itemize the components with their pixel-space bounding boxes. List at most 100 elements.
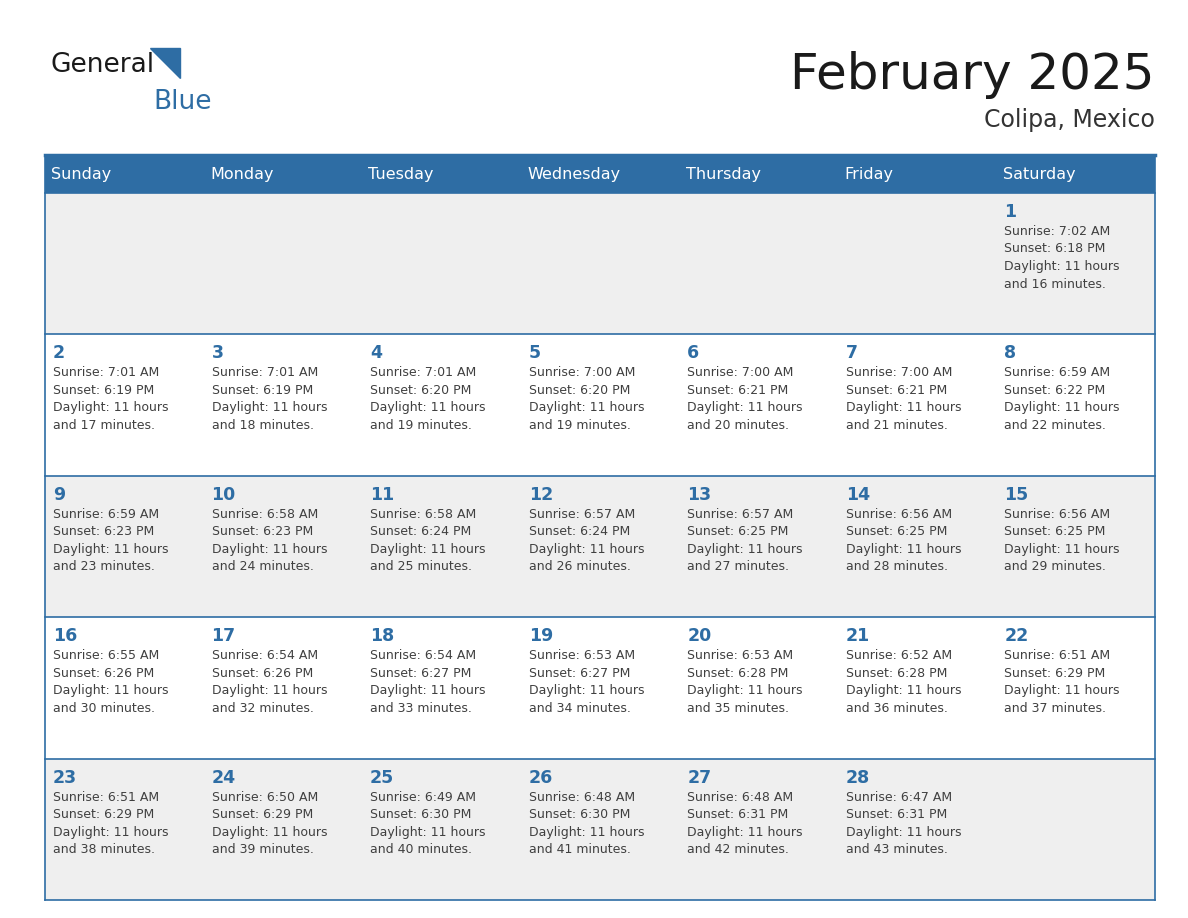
Bar xyxy=(45,617,1155,758)
Text: and 40 minutes.: and 40 minutes. xyxy=(371,843,472,856)
Text: Sunrise: 6:48 AM: Sunrise: 6:48 AM xyxy=(529,790,634,803)
Text: Daylight: 11 hours: Daylight: 11 hours xyxy=(211,543,327,555)
Text: Sunrise: 6:54 AM: Sunrise: 6:54 AM xyxy=(371,649,476,662)
Text: 17: 17 xyxy=(211,627,235,645)
Text: 18: 18 xyxy=(371,627,394,645)
Text: 5: 5 xyxy=(529,344,541,363)
Text: Sunrise: 6:56 AM: Sunrise: 6:56 AM xyxy=(846,508,952,521)
Text: and 17 minutes.: and 17 minutes. xyxy=(53,419,154,431)
Text: Sunset: 6:20 PM: Sunset: 6:20 PM xyxy=(371,384,472,397)
Text: Sunset: 6:21 PM: Sunset: 6:21 PM xyxy=(687,384,789,397)
Text: and 33 minutes.: and 33 minutes. xyxy=(371,701,472,715)
Text: Sunrise: 7:02 AM: Sunrise: 7:02 AM xyxy=(1004,225,1111,238)
Text: 2: 2 xyxy=(53,344,65,363)
Text: 15: 15 xyxy=(1004,486,1029,504)
Text: Daylight: 11 hours: Daylight: 11 hours xyxy=(371,825,486,839)
Text: February 2025: February 2025 xyxy=(790,51,1155,99)
Bar xyxy=(45,476,1155,617)
Text: and 28 minutes.: and 28 minutes. xyxy=(846,560,948,574)
Bar xyxy=(45,334,1155,476)
Text: Sunset: 6:22 PM: Sunset: 6:22 PM xyxy=(1004,384,1106,397)
Text: Daylight: 11 hours: Daylight: 11 hours xyxy=(529,684,644,697)
Text: and 24 minutes.: and 24 minutes. xyxy=(211,560,314,574)
Text: and 26 minutes.: and 26 minutes. xyxy=(529,560,631,574)
Text: 7: 7 xyxy=(846,344,858,363)
Text: Sunset: 6:18 PM: Sunset: 6:18 PM xyxy=(1004,242,1106,255)
Text: Sunset: 6:24 PM: Sunset: 6:24 PM xyxy=(529,525,630,538)
Text: Daylight: 11 hours: Daylight: 11 hours xyxy=(211,684,327,697)
Text: and 23 minutes.: and 23 minutes. xyxy=(53,560,154,574)
Text: Daylight: 11 hours: Daylight: 11 hours xyxy=(846,401,961,414)
Text: Daylight: 11 hours: Daylight: 11 hours xyxy=(371,543,486,555)
Text: 8: 8 xyxy=(1004,344,1017,363)
Text: and 25 minutes.: and 25 minutes. xyxy=(371,560,472,574)
Text: Sunset: 6:19 PM: Sunset: 6:19 PM xyxy=(211,384,312,397)
Text: Sunrise: 6:53 AM: Sunrise: 6:53 AM xyxy=(529,649,634,662)
Text: and 42 minutes.: and 42 minutes. xyxy=(687,843,789,856)
Text: Sunrise: 6:56 AM: Sunrise: 6:56 AM xyxy=(1004,508,1111,521)
Text: and 39 minutes.: and 39 minutes. xyxy=(211,843,314,856)
Text: and 38 minutes.: and 38 minutes. xyxy=(53,843,154,856)
Text: 4: 4 xyxy=(371,344,383,363)
Text: Daylight: 11 hours: Daylight: 11 hours xyxy=(1004,543,1120,555)
Text: 13: 13 xyxy=(687,486,712,504)
Text: and 21 minutes.: and 21 minutes. xyxy=(846,419,948,431)
Text: Sunset: 6:26 PM: Sunset: 6:26 PM xyxy=(53,666,154,679)
Text: Sunrise: 6:51 AM: Sunrise: 6:51 AM xyxy=(53,790,159,803)
Text: Sunrise: 6:59 AM: Sunrise: 6:59 AM xyxy=(1004,366,1111,379)
Text: and 20 minutes.: and 20 minutes. xyxy=(687,419,789,431)
Text: Daylight: 11 hours: Daylight: 11 hours xyxy=(846,684,961,697)
Text: 10: 10 xyxy=(211,486,235,504)
Text: Tuesday: Tuesday xyxy=(368,166,434,182)
Text: Sunrise: 6:57 AM: Sunrise: 6:57 AM xyxy=(687,508,794,521)
Text: and 35 minutes.: and 35 minutes. xyxy=(687,701,789,715)
Text: Daylight: 11 hours: Daylight: 11 hours xyxy=(371,401,486,414)
Text: and 22 minutes.: and 22 minutes. xyxy=(1004,419,1106,431)
Text: 16: 16 xyxy=(53,627,77,645)
Text: 3: 3 xyxy=(211,344,223,363)
Text: Sunrise: 6:58 AM: Sunrise: 6:58 AM xyxy=(211,508,317,521)
Text: Thursday: Thursday xyxy=(685,166,760,182)
Text: Daylight: 11 hours: Daylight: 11 hours xyxy=(529,401,644,414)
Text: Sunrise: 6:48 AM: Sunrise: 6:48 AM xyxy=(687,790,794,803)
Text: and 32 minutes.: and 32 minutes. xyxy=(211,701,314,715)
Text: and 41 minutes.: and 41 minutes. xyxy=(529,843,631,856)
Text: Daylight: 11 hours: Daylight: 11 hours xyxy=(53,401,169,414)
Text: 26: 26 xyxy=(529,768,552,787)
Text: Sunset: 6:20 PM: Sunset: 6:20 PM xyxy=(529,384,630,397)
Text: 21: 21 xyxy=(846,627,870,645)
Text: Daylight: 11 hours: Daylight: 11 hours xyxy=(211,401,327,414)
Text: 14: 14 xyxy=(846,486,870,504)
Text: Daylight: 11 hours: Daylight: 11 hours xyxy=(687,401,803,414)
Text: Sunrise: 6:54 AM: Sunrise: 6:54 AM xyxy=(211,649,317,662)
Text: 11: 11 xyxy=(371,486,394,504)
Text: 25: 25 xyxy=(371,768,394,787)
Text: Sunset: 6:29 PM: Sunset: 6:29 PM xyxy=(1004,666,1106,679)
Text: 19: 19 xyxy=(529,627,552,645)
Text: and 18 minutes.: and 18 minutes. xyxy=(211,419,314,431)
Text: Daylight: 11 hours: Daylight: 11 hours xyxy=(1004,260,1120,273)
Text: Daylight: 11 hours: Daylight: 11 hours xyxy=(53,684,169,697)
Text: Sunrise: 7:00 AM: Sunrise: 7:00 AM xyxy=(846,366,952,379)
Bar xyxy=(45,758,1155,900)
Text: Monday: Monday xyxy=(210,166,273,182)
Text: Friday: Friday xyxy=(845,166,893,182)
Text: Sunset: 6:28 PM: Sunset: 6:28 PM xyxy=(687,666,789,679)
Text: 20: 20 xyxy=(687,627,712,645)
Text: Sunset: 6:27 PM: Sunset: 6:27 PM xyxy=(371,666,472,679)
Text: and 36 minutes.: and 36 minutes. xyxy=(846,701,948,715)
Text: Daylight: 11 hours: Daylight: 11 hours xyxy=(53,543,169,555)
Text: Sunrise: 6:50 AM: Sunrise: 6:50 AM xyxy=(211,790,317,803)
Text: Daylight: 11 hours: Daylight: 11 hours xyxy=(687,825,803,839)
Text: and 43 minutes.: and 43 minutes. xyxy=(846,843,948,856)
Text: and 19 minutes.: and 19 minutes. xyxy=(529,419,631,431)
Text: 9: 9 xyxy=(53,486,65,504)
Text: 22: 22 xyxy=(1004,627,1029,645)
Text: Daylight: 11 hours: Daylight: 11 hours xyxy=(211,825,327,839)
Text: Sunday: Sunday xyxy=(51,166,112,182)
Text: Blue: Blue xyxy=(153,89,211,115)
Text: Daylight: 11 hours: Daylight: 11 hours xyxy=(846,825,961,839)
Text: Sunset: 6:27 PM: Sunset: 6:27 PM xyxy=(529,666,630,679)
Text: Sunrise: 7:01 AM: Sunrise: 7:01 AM xyxy=(53,366,159,379)
Text: Daylight: 11 hours: Daylight: 11 hours xyxy=(529,825,644,839)
